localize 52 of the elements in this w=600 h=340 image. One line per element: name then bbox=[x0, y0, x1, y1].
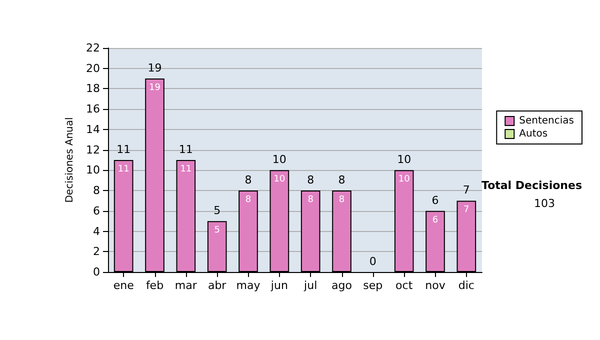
total-label: 8 bbox=[338, 174, 346, 187]
total-label: 6 bbox=[432, 194, 439, 207]
total-label: 0 bbox=[369, 255, 376, 268]
total-label: 10 bbox=[397, 153, 412, 166]
x-tick-label: nov bbox=[425, 279, 446, 292]
x-tick-label: dic bbox=[458, 279, 474, 292]
x-tick-label: feb bbox=[146, 279, 164, 292]
y-tick-label: 22 bbox=[86, 42, 100, 54]
total-label: 19 bbox=[148, 62, 162, 75]
annotation: Total Decisiones bbox=[482, 179, 582, 192]
y-tick-label: 12 bbox=[86, 143, 100, 156]
total-label: 7 bbox=[462, 184, 470, 197]
total-label: 8 bbox=[307, 174, 314, 187]
y-tick-label: 18 bbox=[86, 82, 100, 96]
total-label: 8 bbox=[244, 174, 252, 187]
y-tick-label: 14 bbox=[86, 122, 100, 136]
y-tick-label: 10 bbox=[86, 164, 100, 177]
y-tick-label: 0 bbox=[93, 266, 100, 278]
text: 103 bbox=[534, 197, 556, 210]
y-axis-title: Decisiones Anual bbox=[64, 117, 76, 203]
total-label: 10 bbox=[272, 153, 286, 166]
y-tick-label: 8 bbox=[93, 184, 100, 198]
x-tick-label: oct bbox=[396, 279, 414, 292]
legend-label: Autos bbox=[519, 128, 548, 140]
data-label: 7 bbox=[464, 205, 470, 216]
data-label: 11 bbox=[118, 164, 130, 174]
x-tick-label: abr bbox=[208, 279, 227, 292]
data-label: 6 bbox=[432, 215, 438, 226]
x-tick-label: mar bbox=[174, 279, 198, 292]
x-tick-label: sep bbox=[363, 279, 383, 292]
legend-label: Sentencias bbox=[519, 116, 574, 126]
y-tick-label: 20 bbox=[86, 62, 100, 75]
x-tick-label: may bbox=[236, 279, 261, 292]
y-tick-label: 6 bbox=[93, 204, 100, 218]
data-label: 8 bbox=[245, 195, 252, 206]
data-label: 8 bbox=[338, 195, 345, 206]
x-tick-label: jul bbox=[303, 279, 318, 292]
data-label: 10 bbox=[398, 174, 410, 185]
data-label: 11 bbox=[180, 164, 192, 174]
total-label: 11 bbox=[178, 143, 193, 156]
total-label: 5 bbox=[214, 204, 221, 218]
x-tick-label: jun bbox=[270, 279, 288, 292]
data-label: 19 bbox=[149, 83, 161, 94]
data-label: 8 bbox=[308, 195, 314, 206]
y-tick-label: 16 bbox=[86, 102, 100, 116]
x-tick-label: ago bbox=[332, 279, 352, 292]
y-tick-label: 2 bbox=[93, 245, 100, 258]
data-label: 10 bbox=[274, 174, 286, 185]
x-tick-label: ene bbox=[113, 279, 134, 292]
y-tick-label: 4 bbox=[93, 224, 100, 238]
total-label: 11 bbox=[116, 143, 131, 156]
data-label: 5 bbox=[214, 226, 220, 236]
